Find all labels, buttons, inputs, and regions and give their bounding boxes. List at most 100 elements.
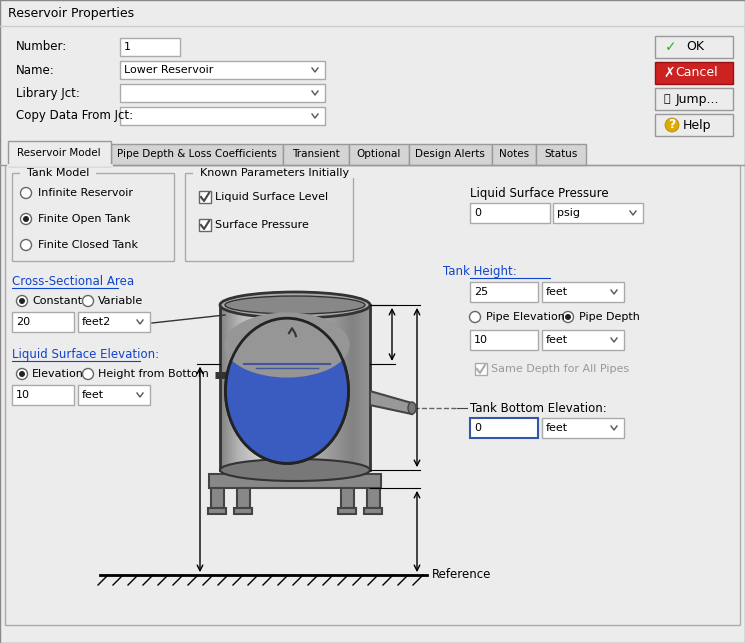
Bar (293, 305, 294, 470)
Bar (542, 282, 624, 302)
Bar (280, 305, 281, 470)
Bar (349, 305, 350, 470)
Text: Pipe Depth: Pipe Depth (579, 312, 640, 322)
Bar (326, 305, 327, 470)
Bar (357, 305, 358, 470)
Bar (286, 305, 287, 470)
Bar (319, 305, 320, 470)
Text: Liquid Surface Pressure: Liquid Surface Pressure (470, 187, 609, 200)
Bar (291, 305, 292, 470)
Text: Name:: Name: (16, 64, 54, 77)
Bar (237, 305, 238, 470)
Bar (313, 305, 314, 470)
Bar (220, 305, 370, 470)
Text: ?: ? (668, 118, 676, 132)
Bar (285, 305, 286, 470)
Bar (185, 173, 353, 261)
Text: feet: feet (546, 287, 568, 297)
Bar (249, 305, 250, 470)
Circle shape (83, 296, 94, 307)
Text: Variable: Variable (98, 296, 143, 306)
Circle shape (16, 368, 28, 379)
Text: Finite Closed Tank: Finite Closed Tank (38, 240, 138, 250)
Text: feet: feet (82, 390, 104, 400)
Bar (262, 305, 263, 470)
Ellipse shape (226, 318, 349, 464)
Bar (220, 305, 221, 470)
Circle shape (19, 371, 25, 377)
Bar (335, 305, 336, 470)
Ellipse shape (408, 402, 416, 414)
Bar (302, 305, 303, 470)
Bar (553, 203, 643, 223)
Bar (343, 305, 344, 470)
Bar (258, 305, 259, 470)
Text: Lower Reservoir: Lower Reservoir (124, 65, 213, 75)
Bar (235, 305, 236, 470)
Text: Liquid Surface Level: Liquid Surface Level (215, 192, 328, 202)
Bar (277, 305, 278, 470)
Bar (199, 219, 211, 231)
Text: feet2: feet2 (82, 317, 111, 327)
Bar (299, 305, 300, 470)
Bar (231, 305, 232, 470)
Bar (341, 305, 342, 470)
Bar (353, 305, 354, 470)
Bar (274, 305, 275, 470)
Bar (247, 305, 248, 470)
Bar (470, 203, 550, 223)
Bar (492, 144, 536, 165)
Bar (229, 305, 230, 470)
Bar (270, 305, 271, 470)
Bar (344, 305, 345, 470)
Bar (325, 305, 326, 470)
Bar (259, 305, 260, 470)
Text: Notes: Notes (499, 149, 529, 159)
Text: psig: psig (557, 208, 580, 218)
Circle shape (21, 239, 31, 251)
Bar (281, 305, 282, 470)
Circle shape (565, 314, 571, 320)
Bar (243, 305, 244, 470)
Bar (199, 191, 211, 203)
Text: Cross-Sectional Area: Cross-Sectional Area (12, 275, 134, 288)
Bar (248, 305, 249, 470)
Bar (655, 114, 733, 136)
Ellipse shape (226, 318, 349, 464)
Circle shape (21, 188, 31, 199)
Bar (263, 305, 264, 470)
Bar (269, 305, 270, 470)
Bar (355, 305, 356, 470)
Bar (330, 305, 331, 470)
Text: Pipe Depth & Loss Coefficients: Pipe Depth & Loss Coefficients (117, 149, 277, 159)
Bar (307, 305, 308, 470)
Text: 10: 10 (474, 335, 488, 345)
Text: Reference: Reference (432, 568, 492, 581)
Text: Library Jct:: Library Jct: (16, 87, 80, 100)
Bar (278, 305, 279, 470)
Text: Height from Bottom: Height from Bottom (98, 369, 209, 379)
Text: 0: 0 (474, 208, 481, 218)
Bar (346, 305, 347, 470)
Bar (337, 305, 338, 470)
Text: feet: feet (546, 423, 568, 433)
Bar (221, 305, 222, 470)
Bar (223, 305, 224, 470)
Bar (260, 305, 261, 470)
Circle shape (21, 213, 31, 224)
Bar (234, 305, 235, 470)
Bar (276, 305, 277, 470)
Bar (279, 305, 280, 470)
Bar (358, 305, 359, 470)
Bar (230, 305, 231, 470)
Bar (265, 305, 266, 470)
Text: Copy Data From Jct:: Copy Data From Jct: (16, 109, 133, 123)
Text: ✗: ✗ (663, 66, 675, 80)
Bar (244, 305, 245, 470)
Polygon shape (370, 391, 412, 414)
Bar (222, 305, 223, 470)
Bar (252, 305, 253, 470)
Ellipse shape (220, 292, 370, 318)
Text: 0: 0 (474, 423, 481, 433)
Bar (365, 305, 366, 470)
